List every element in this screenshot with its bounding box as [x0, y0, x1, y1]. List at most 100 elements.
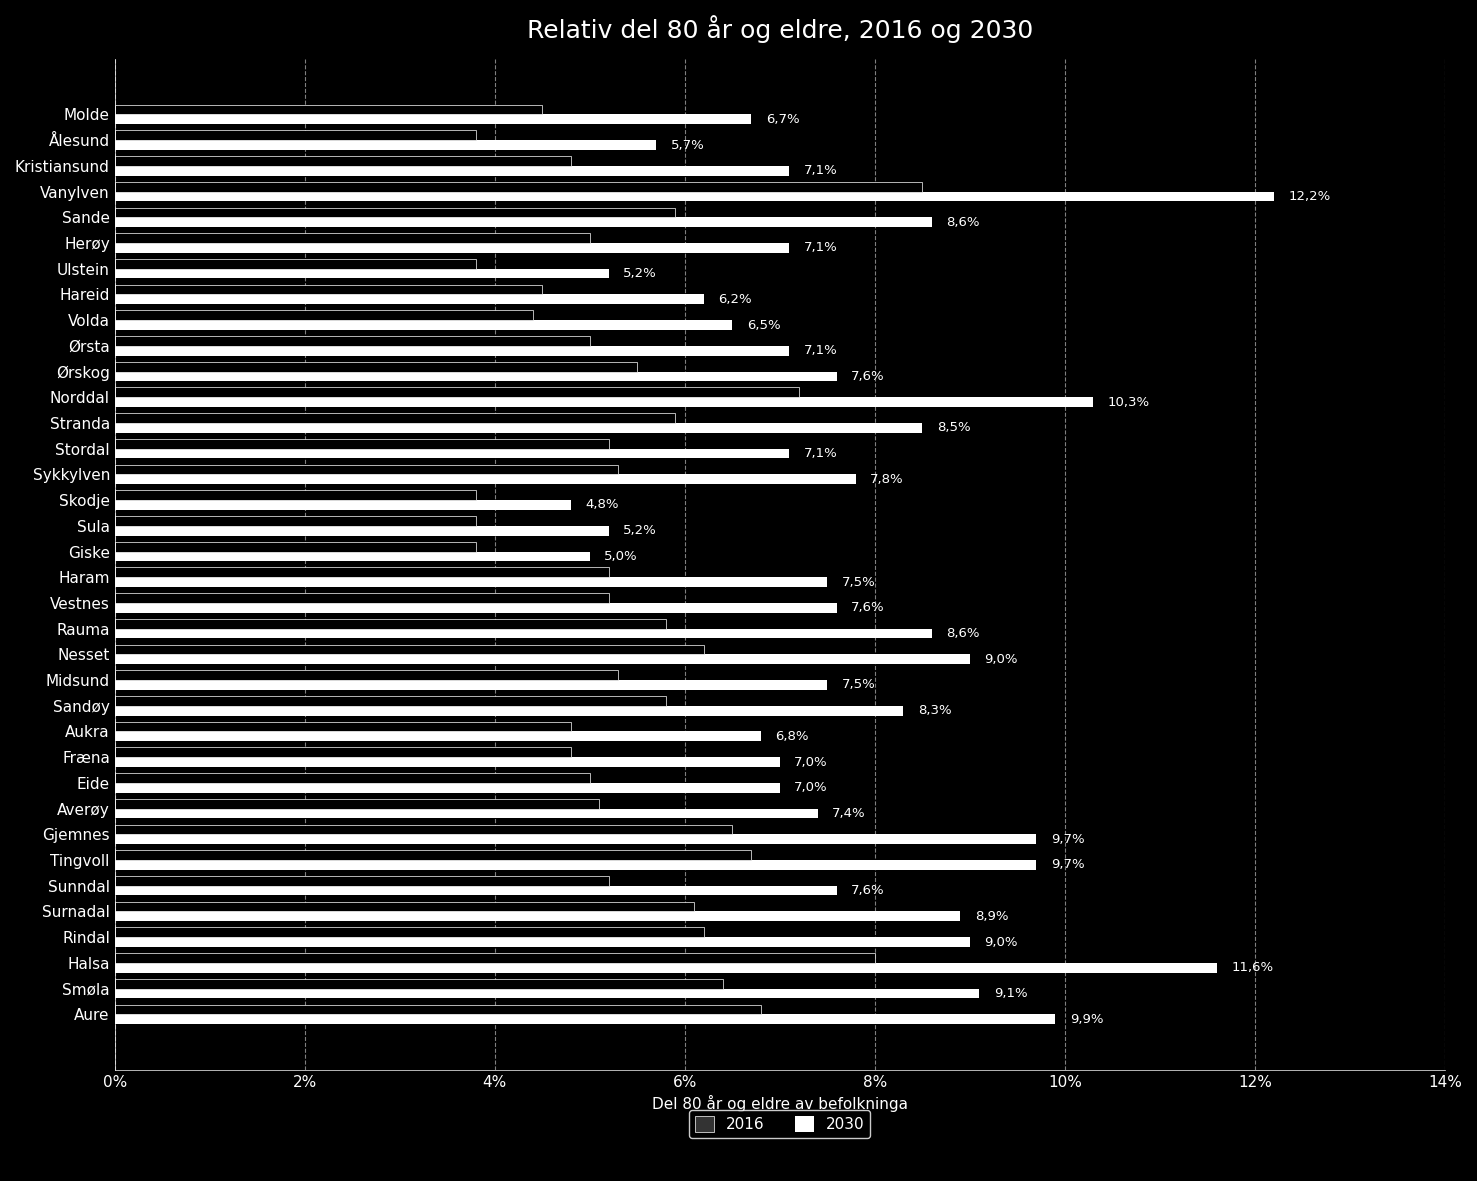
Text: 7,0%: 7,0%	[795, 756, 827, 769]
Text: 9,7%: 9,7%	[1050, 833, 1084, 846]
Text: 6,5%: 6,5%	[747, 319, 780, 332]
Text: 5,0%: 5,0%	[604, 550, 638, 563]
Bar	[115, 1014, 1056, 1024]
Bar	[115, 500, 570, 510]
Bar	[115, 234, 589, 243]
Bar	[115, 578, 827, 587]
Text: 6,2%: 6,2%	[718, 293, 752, 306]
Bar	[115, 423, 923, 432]
Bar	[115, 628, 932, 639]
Bar	[115, 927, 705, 938]
Bar	[115, 731, 761, 742]
Text: 6,7%: 6,7%	[765, 113, 799, 126]
Legend: 2016, 2030: 2016, 2030	[690, 1110, 870, 1138]
Bar	[115, 542, 476, 552]
Bar	[115, 475, 855, 484]
Bar	[115, 516, 476, 526]
Bar	[115, 824, 733, 834]
Bar	[115, 757, 780, 766]
Text: 7,4%: 7,4%	[832, 807, 866, 820]
Bar	[115, 1005, 761, 1014]
Bar	[115, 156, 570, 165]
Bar	[115, 182, 923, 191]
Bar	[115, 886, 837, 895]
Bar	[115, 372, 837, 381]
Bar	[115, 706, 904, 716]
Text: 7,6%: 7,6%	[851, 601, 885, 614]
Bar	[115, 654, 970, 664]
Bar	[115, 346, 789, 355]
Bar	[115, 774, 589, 783]
Bar	[115, 243, 789, 253]
Bar	[115, 552, 589, 561]
Title: Relativ del 80 år og eldre, 2016 og 2030: Relativ del 80 år og eldre, 2016 og 2030	[527, 15, 1032, 43]
Text: 7,1%: 7,1%	[803, 164, 837, 177]
Bar	[115, 490, 476, 500]
Bar	[115, 567, 609, 578]
Text: 5,7%: 5,7%	[671, 138, 705, 151]
Bar	[115, 191, 1275, 202]
Text: 5,2%: 5,2%	[623, 524, 657, 537]
Text: 9,0%: 9,0%	[984, 653, 1018, 666]
Bar	[115, 938, 970, 947]
Text: 11,6%: 11,6%	[1232, 961, 1273, 974]
Text: 8,6%: 8,6%	[947, 216, 979, 229]
Bar	[115, 860, 1037, 869]
Text: 7,5%: 7,5%	[842, 575, 876, 588]
Text: 4,8%: 4,8%	[585, 498, 619, 511]
Bar	[115, 603, 837, 613]
Bar	[115, 748, 570, 757]
Text: 7,1%: 7,1%	[803, 241, 837, 254]
Text: 9,1%: 9,1%	[994, 987, 1028, 1000]
Bar	[115, 141, 656, 150]
Bar	[115, 269, 609, 279]
Text: 7,1%: 7,1%	[803, 344, 837, 357]
Text: 7,6%: 7,6%	[851, 370, 885, 383]
Bar	[115, 217, 932, 227]
Bar	[115, 165, 789, 176]
Bar	[115, 963, 1217, 973]
Bar	[115, 953, 874, 963]
Bar	[115, 783, 780, 792]
Bar	[115, 259, 476, 269]
Text: 12,2%: 12,2%	[1288, 190, 1331, 203]
Text: 8,3%: 8,3%	[917, 704, 951, 717]
Bar	[115, 619, 666, 628]
Text: 5,2%: 5,2%	[623, 267, 657, 280]
Bar	[115, 320, 733, 329]
Bar	[115, 439, 609, 449]
Bar	[115, 337, 589, 346]
Text: 7,0%: 7,0%	[795, 782, 827, 795]
Text: 7,1%: 7,1%	[803, 448, 837, 461]
Bar	[115, 901, 694, 912]
Bar	[115, 130, 476, 141]
Bar	[115, 593, 609, 603]
Bar	[115, 387, 799, 397]
Text: 7,6%: 7,6%	[851, 885, 885, 898]
Bar	[115, 464, 619, 475]
Bar	[115, 208, 675, 217]
Text: 8,5%: 8,5%	[936, 422, 970, 435]
Text: 9,7%: 9,7%	[1050, 859, 1084, 872]
Bar	[115, 449, 789, 458]
Text: 7,5%: 7,5%	[842, 678, 876, 691]
Bar	[115, 115, 752, 124]
X-axis label: Del 80 år og eldre av befolkninga: Del 80 år og eldre av befolkninga	[651, 1096, 908, 1113]
Text: 7,8%: 7,8%	[870, 472, 904, 485]
Bar	[115, 285, 542, 294]
Bar	[115, 722, 570, 731]
Bar	[115, 988, 979, 998]
Bar	[115, 526, 609, 535]
Text: 9,9%: 9,9%	[1069, 1012, 1103, 1025]
Bar	[115, 105, 542, 115]
Bar	[115, 798, 600, 809]
Bar	[115, 696, 666, 706]
Text: 6,8%: 6,8%	[775, 730, 808, 743]
Bar	[115, 397, 1093, 407]
Text: 8,6%: 8,6%	[947, 627, 979, 640]
Bar	[115, 294, 705, 305]
Bar	[115, 361, 638, 372]
Bar	[115, 671, 619, 680]
Text: 9,0%: 9,0%	[984, 935, 1018, 948]
Bar	[115, 413, 675, 423]
